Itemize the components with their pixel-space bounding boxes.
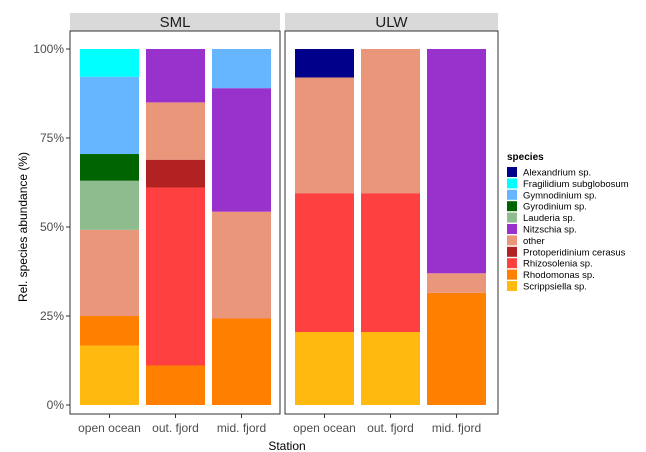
- bar-segment-lauderia-sp: [80, 180, 139, 230]
- x-tick-label: mid. fjord: [432, 421, 481, 435]
- legend-key: [507, 281, 517, 291]
- legend-label: Alexandrium sp.: [523, 168, 591, 179]
- y-tick-label: 100%: [33, 42, 64, 56]
- bar-segment-scrippsiella-sp: [361, 332, 420, 405]
- x-axis: open ocean out. fjord mid. fjord open ocean…: [78, 414, 481, 435]
- legend-label: Protoperidinium cerasus: [523, 247, 626, 258]
- bar-segment-other: [212, 211, 271, 319]
- legend-item: Rhizosolenia sp.: [507, 258, 593, 270]
- legend-label: Nitzschia sp.: [523, 225, 577, 236]
- legend-key: [507, 189, 517, 200]
- y-tick-label: 75%: [40, 131, 64, 145]
- bar-segment-other: [295, 77, 354, 194]
- legend-item: Scrippsiella sp.: [507, 281, 587, 293]
- legend-item: Gymnodinium sp.: [507, 189, 597, 201]
- legend-label: Gymnodinium sp.: [523, 190, 597, 201]
- bar-segment-rhodomonas-sp: [427, 292, 486, 405]
- legend-item: Lauderia sp.: [507, 212, 575, 224]
- legend-key: [507, 201, 517, 212]
- bar-segment-nitzschia-sp: [212, 88, 271, 212]
- bar-segment-rhodomonas-sp: [146, 365, 205, 405]
- bar-segment-gymnodinium-sp: [212, 49, 271, 89]
- bar-segment-rhizosolenia-sp: [146, 187, 205, 366]
- bar-segment-gyrodinium-sp: [80, 154, 139, 181]
- legend-key: [507, 224, 517, 234]
- facet-strip-label: ULW: [375, 14, 408, 31]
- facet-strip-label: SML: [160, 14, 191, 31]
- legend-label: other: [523, 236, 545, 247]
- bar-segment-scrippsiella-sp: [295, 332, 354, 405]
- bar-segment-other: [146, 102, 205, 160]
- y-tick-label: 25%: [40, 309, 64, 323]
- legend-label: Rhodomonas sp.: [523, 270, 595, 281]
- legend-key: [507, 178, 517, 189]
- legend-key: [507, 167, 517, 177]
- legend-label: Rhizosolenia sp.: [523, 259, 593, 270]
- bar-segment-nitzschia-sp: [427, 49, 486, 274]
- y-axis-title: Rel. species abundance (%): [16, 152, 30, 302]
- bar-segment-protoperidinium-cerasus: [146, 159, 205, 188]
- legend-item: Gyrodinium sp.: [507, 201, 587, 213]
- y-axis: 0% 25% 50% 75% 100%: [33, 42, 70, 412]
- bar-segment-gymnodinium-sp: [80, 76, 139, 155]
- x-axis-title: Station: [268, 439, 305, 452]
- legend-item: Alexandrium sp.: [507, 167, 591, 179]
- bar-segment-other: [361, 49, 420, 194]
- bar-segment-other: [80, 229, 139, 316]
- facet-sml: SML: [69, 13, 281, 415]
- x-tick-label: out. fjord: [367, 421, 414, 435]
- bar-segment-rhodomonas-sp: [80, 316, 139, 346]
- x-tick-label: mid. fjord: [217, 421, 266, 435]
- facet-panels: SML ULW: [69, 13, 499, 415]
- bar-segment-rhodomonas-sp: [212, 318, 271, 405]
- legend-item: Rhodomonas sp.: [507, 269, 595, 281]
- legend-title: species: [507, 152, 544, 163]
- legend-label: Scrippsiella sp.: [523, 282, 587, 293]
- legend-items: Alexandrium sp.Fragilidium subglobosumGy…: [507, 167, 629, 293]
- legend-key: [507, 235, 517, 246]
- bar-segment-rhizosolenia-sp: [295, 193, 354, 333]
- legend: species Alexandrium sp.Fragilidium subgl…: [507, 152, 629, 293]
- legend-label: Lauderia sp.: [523, 213, 575, 224]
- legend-item: other: [507, 235, 545, 247]
- bar-segment-other: [427, 273, 486, 293]
- facet-ulw: ULW: [284, 13, 499, 415]
- bar-segment-rhizosolenia-sp: [361, 193, 420, 333]
- bar-segment-nitzschia-sp: [146, 49, 205, 103]
- legend-key: [507, 212, 517, 223]
- legend-key: [507, 269, 517, 280]
- bar-segment-scrippsiella-sp: [80, 345, 139, 405]
- x-tick-label: open ocean: [78, 421, 141, 435]
- legend-item: Fragilidium subglobosum: [507, 178, 629, 190]
- legend-item: Protoperidinium cerasus: [507, 246, 626, 258]
- legend-label: Fragilidium subglobosum: [523, 179, 629, 190]
- legend-item: Nitzschia sp.: [507, 224, 577, 236]
- x-tick-label: out. fjord: [152, 421, 199, 435]
- bar-segment-alexandrium-sp: [295, 49, 354, 78]
- facet-strip: [285, 13, 498, 31]
- x-tick-label: open ocean: [293, 421, 356, 435]
- legend-key: [507, 258, 517, 269]
- legend-label: Gyrodinium sp.: [523, 202, 587, 213]
- legend-key: [507, 246, 517, 257]
- bar-segment-fragilidium-subglobosum: [80, 49, 139, 77]
- y-tick-label: 50%: [40, 220, 64, 234]
- facet-strip: [70, 13, 280, 31]
- y-tick-label: 0%: [47, 398, 65, 412]
